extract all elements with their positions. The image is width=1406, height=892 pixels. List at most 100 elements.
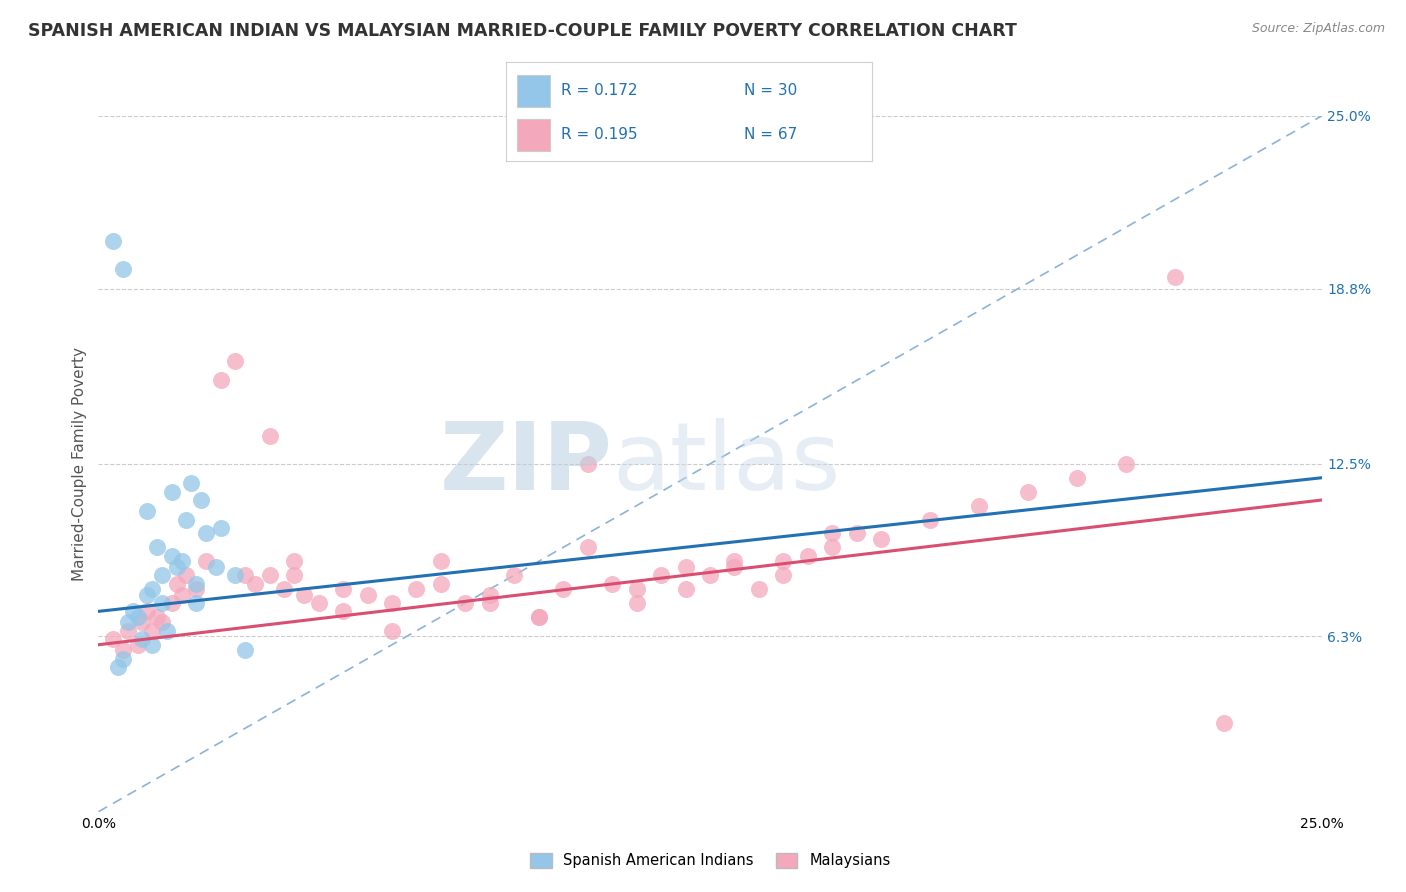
- Point: [224, 568, 246, 582]
- Point: [209, 373, 232, 387]
- Text: N = 67: N = 67: [744, 127, 797, 142]
- Point: [136, 588, 159, 602]
- Point: [111, 262, 134, 277]
- Text: SPANISH AMERICAN INDIAN VS MALAYSIAN MARRIED-COUPLE FAMILY POVERTY CORRELATION C: SPANISH AMERICAN INDIAN VS MALAYSIAN MAR…: [28, 22, 1017, 40]
- Point: [454, 596, 477, 610]
- Point: [170, 554, 193, 568]
- Point: [205, 559, 228, 574]
- Point: [131, 632, 153, 647]
- Point: [127, 638, 149, 652]
- Point: [527, 610, 550, 624]
- Point: [405, 582, 427, 596]
- Point: [699, 568, 721, 582]
- Point: [1066, 471, 1088, 485]
- Y-axis label: Married-Couple Family Poverty: Married-Couple Family Poverty: [72, 347, 87, 581]
- Point: [332, 604, 354, 618]
- Point: [821, 541, 844, 555]
- Point: [283, 568, 305, 582]
- Point: [273, 582, 295, 596]
- Point: [600, 576, 623, 591]
- FancyBboxPatch shape: [517, 120, 550, 151]
- Point: [381, 624, 404, 638]
- Text: Source: ZipAtlas.com: Source: ZipAtlas.com: [1251, 22, 1385, 36]
- Point: [292, 588, 315, 602]
- Point: [626, 596, 648, 610]
- Point: [233, 568, 256, 582]
- Point: [772, 554, 794, 568]
- Point: [1212, 715, 1234, 730]
- Point: [430, 554, 453, 568]
- Point: [723, 554, 745, 568]
- Point: [180, 476, 202, 491]
- Point: [675, 559, 697, 574]
- Point: [127, 610, 149, 624]
- Point: [111, 643, 134, 657]
- Point: [308, 596, 330, 610]
- Point: [146, 610, 169, 624]
- Text: ZIP: ZIP: [439, 417, 612, 510]
- Point: [190, 493, 212, 508]
- Point: [748, 582, 770, 596]
- Point: [117, 624, 139, 638]
- Point: [478, 596, 501, 610]
- Point: [176, 568, 198, 582]
- Point: [107, 660, 129, 674]
- Point: [160, 484, 183, 499]
- Point: [650, 568, 672, 582]
- Point: [870, 532, 893, 546]
- Point: [186, 596, 208, 610]
- Point: [576, 457, 599, 471]
- Point: [259, 568, 281, 582]
- Point: [141, 638, 163, 652]
- Point: [259, 429, 281, 443]
- Point: [821, 526, 844, 541]
- Point: [797, 549, 820, 563]
- Text: N = 30: N = 30: [744, 83, 797, 98]
- Point: [186, 582, 208, 596]
- Point: [150, 596, 173, 610]
- Point: [160, 549, 183, 563]
- Point: [283, 554, 305, 568]
- Point: [967, 499, 990, 513]
- Point: [166, 576, 188, 591]
- Point: [141, 624, 163, 638]
- Point: [845, 526, 868, 541]
- Point: [772, 568, 794, 582]
- Point: [381, 596, 404, 610]
- Point: [186, 576, 208, 591]
- Point: [553, 582, 575, 596]
- Point: [195, 554, 218, 568]
- Point: [1115, 457, 1137, 471]
- Point: [111, 651, 134, 665]
- Point: [170, 588, 193, 602]
- Point: [195, 526, 218, 541]
- Point: [146, 541, 169, 555]
- Point: [136, 604, 159, 618]
- Point: [209, 521, 232, 535]
- Point: [224, 354, 246, 368]
- Point: [576, 541, 599, 555]
- Point: [136, 504, 159, 518]
- Point: [478, 588, 501, 602]
- Point: [166, 559, 188, 574]
- Point: [626, 582, 648, 596]
- Point: [101, 234, 124, 248]
- Point: [117, 615, 139, 630]
- Point: [141, 582, 163, 596]
- Point: [675, 582, 697, 596]
- Point: [723, 559, 745, 574]
- Point: [160, 596, 183, 610]
- Point: [121, 604, 143, 618]
- Point: [150, 568, 173, 582]
- Point: [233, 643, 256, 657]
- Point: [430, 576, 453, 591]
- Point: [527, 610, 550, 624]
- Point: [150, 615, 173, 630]
- Point: [101, 632, 124, 647]
- Point: [356, 588, 378, 602]
- FancyBboxPatch shape: [517, 75, 550, 107]
- Point: [156, 624, 179, 638]
- Point: [920, 512, 942, 526]
- Point: [1164, 270, 1187, 285]
- Text: R = 0.172: R = 0.172: [561, 83, 637, 98]
